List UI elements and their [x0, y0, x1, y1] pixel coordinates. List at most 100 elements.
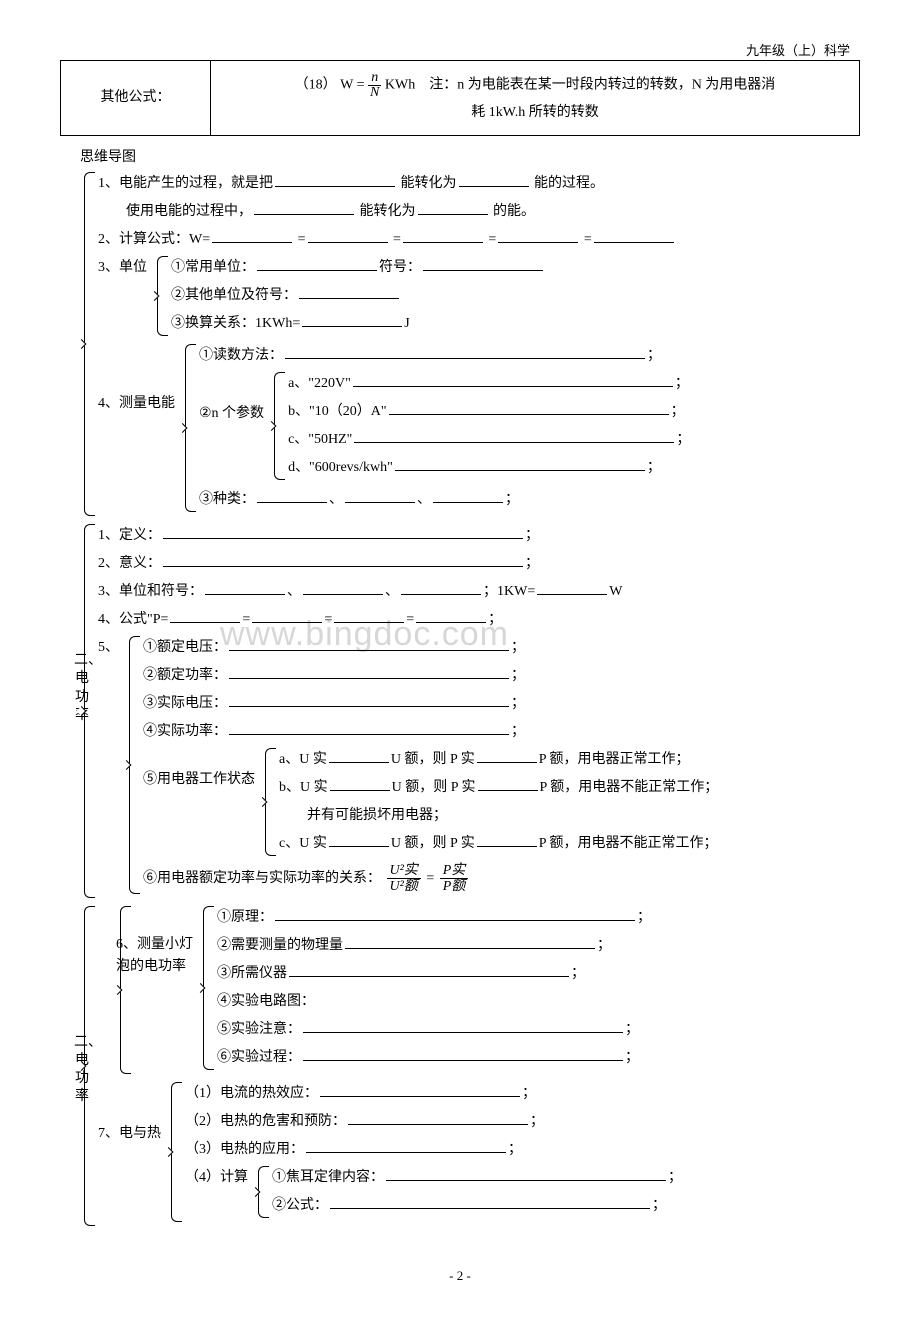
t: ①读数方法：: [199, 348, 283, 363]
formula-number: （18） W =: [295, 78, 368, 93]
t: 、: [329, 492, 343, 507]
t: 7、电与热: [98, 1080, 167, 1148]
page-header-right: 九年级（上）科学: [746, 40, 850, 59]
t: ⑤用电器工作状态: [143, 746, 261, 794]
t: =: [324, 612, 332, 627]
t: 、: [417, 492, 431, 507]
t: 6、测量小灯: [116, 937, 193, 952]
t: a、U 实: [279, 752, 327, 767]
meter-lead: 4、测量电能: [98, 342, 181, 418]
unit-lead: 3、单位: [98, 254, 153, 282]
fraction-num: n: [368, 71, 381, 86]
line-1-3: 2、计算公式：W= = = = =: [98, 226, 860, 254]
t: =: [298, 232, 306, 247]
t: U 额，则 P 实: [391, 752, 475, 767]
t: ③种类：: [199, 492, 255, 507]
block-2: 1、定义：； 2、意义：； 3、单位和符号：、、；1KW=W 4、公式"P===…: [80, 522, 860, 900]
t: 的能。: [493, 204, 535, 219]
state-body: a、U 实U 额，则 P 实P 额，用电器正常工作； b、U 实U 额，则 P …: [261, 746, 860, 858]
unit-row: 3、单位 ①常用单位： 符号： ②其他单位及符号： ③换算关系：1KWh= J: [98, 254, 860, 342]
t: ②需要测量的物理量: [217, 938, 343, 953]
t: P实: [440, 863, 469, 879]
t: P 额，用电器不能正常工作；: [540, 780, 719, 795]
t: =: [393, 232, 401, 247]
t: （4）计算: [185, 1164, 254, 1192]
t: （1）电流的热效应：: [185, 1086, 318, 1101]
t: ③实际电压：: [143, 696, 227, 711]
t: 能转化为: [401, 176, 457, 191]
rated-body: ①额定电压：； ②额定功率：； ③实际电压：； ④实际功率：； ⑤用电器工作状态…: [125, 634, 860, 896]
t: ⑤实验注意：: [217, 1022, 301, 1037]
t: U²额: [387, 879, 421, 894]
t: 1、定义：: [98, 528, 161, 543]
param-body: a、"220V"； b、"10（20）A"； c、"50HZ"； d、"600r…: [270, 370, 860, 482]
measure-row: 6、测量小灯 泡的电功率 ①原理：； ②需要测量的物理量； ③所需仪器； ④实验…: [116, 904, 860, 1076]
mindmap-title: 思维导图: [80, 146, 860, 166]
block-1: 1、电能产生的过程，就是把 能转化为 能的过程。 使用电能的过程中， 能转化为 …: [80, 170, 860, 518]
formula-box: 其他公式： （18） W = n N KWh 注：n 为电能表在某一时段内转过的…: [60, 60, 860, 136]
formula-box-right: （18） W = n N KWh 注：n 为电能表在某一时段内转过的转数，N 为…: [211, 61, 859, 135]
formula-note2: 耗 1kW.h 所转的转数: [471, 105, 598, 120]
t: ①焦耳定律内容：: [272, 1170, 384, 1185]
t: c、U 实: [279, 836, 327, 851]
line-1-1: 1、电能产生的过程，就是把 能转化为 能的过程。: [98, 170, 860, 198]
t: 1、电能产生的过程，就是把: [98, 176, 273, 191]
t: ；1KW=: [483, 584, 535, 599]
fraction: n N: [368, 71, 381, 100]
heat-row: 7、电与热 （1）电流的热效应：； （2）电热的危害和预防：； （3）电热的应用…: [98, 1080, 860, 1228]
t: 、: [385, 584, 399, 599]
t: ②其他单位及符号：: [171, 288, 297, 303]
block-3: 6、测量小灯 泡的电功率 ①原理：； ②需要测量的物理量； ③所需仪器； ④实验…: [80, 904, 860, 1228]
t: 5、: [98, 634, 125, 662]
t: U 额，则 P 实: [392, 780, 476, 795]
t: =: [406, 612, 414, 627]
t: =: [584, 232, 592, 247]
t: =: [242, 612, 250, 627]
t: 2、意义：: [98, 556, 161, 571]
measure-body: ①原理：； ②需要测量的物理量； ③所需仪器； ④实验电路图： ⑤实验注意：； …: [199, 904, 860, 1072]
fraction-den: N: [368, 86, 381, 100]
t: （3）电热的应用：: [185, 1142, 304, 1157]
t: W: [609, 584, 622, 599]
t: ①原理：: [217, 910, 273, 925]
t: a、"220V": [288, 376, 351, 391]
t: ①常用单位：: [171, 260, 255, 275]
t: J: [404, 316, 409, 331]
formula-note1: 注：n 为电能表在某一时段内转过的转数，N 为用电器消: [429, 78, 775, 93]
t: U 额，则 P 实: [391, 836, 475, 851]
t: （2）电热的危害和预防：: [185, 1114, 346, 1129]
t: ③所需仪器: [217, 966, 287, 981]
t: ②公式：: [272, 1198, 328, 1213]
t: 并有可能损坏用电器；: [307, 808, 447, 823]
meter-row: 4、测量电能 ①读数方法：； ②n 个参数 a、"220V"； b、"10（20…: [98, 342, 860, 518]
t: P 额，用电器正常工作；: [539, 752, 690, 767]
t: 能转化为: [360, 204, 416, 219]
meter-body: ①读数方法：； ②n 个参数 a、"220V"； b、"10（20）A"； c、…: [181, 342, 860, 514]
t: 泡的电功率: [116, 959, 186, 974]
t: P额: [440, 879, 469, 894]
calc-body: ①焦耳定律内容：； ②公式：；: [254, 1164, 860, 1220]
t: ①额定电压：: [143, 640, 227, 655]
page-footer: - 2 -: [60, 1268, 860, 1284]
t: 3、单位和符号：: [98, 584, 203, 599]
t: 使用电能的过程中，: [126, 204, 252, 219]
measure-lead: 6、测量小灯 泡的电功率: [116, 904, 199, 979]
formula-unit: KWh: [385, 78, 415, 93]
t: b、"10（20）A": [288, 404, 387, 419]
heat-body: （1）电流的热效应：； （2）电热的危害和预防：； （3）电热的应用：； （4）…: [167, 1080, 860, 1224]
t: 4、公式"P=: [98, 612, 168, 627]
formula-box-left: 其他公式：: [61, 61, 211, 135]
t: U²实: [387, 863, 421, 879]
t: ②n 个参数: [199, 370, 270, 428]
t: c、"50HZ": [288, 432, 352, 447]
t: ⑥用电器额定功率与实际功率的关系：: [143, 871, 381, 886]
t: ⑥实验过程：: [217, 1050, 301, 1065]
t: ③换算关系：1KWh=: [171, 316, 300, 331]
line-1-2: 使用电能的过程中， 能转化为 的能。: [126, 198, 860, 226]
t: ④实际功率：: [143, 724, 227, 739]
unit-body: ①常用单位： 符号： ②其他单位及符号： ③换算关系：1KWh= J: [153, 254, 860, 338]
t: ②额定功率：: [143, 668, 227, 683]
t: 符号：: [379, 260, 421, 275]
t: 能的过程。: [534, 176, 604, 191]
t: =: [488, 232, 496, 247]
